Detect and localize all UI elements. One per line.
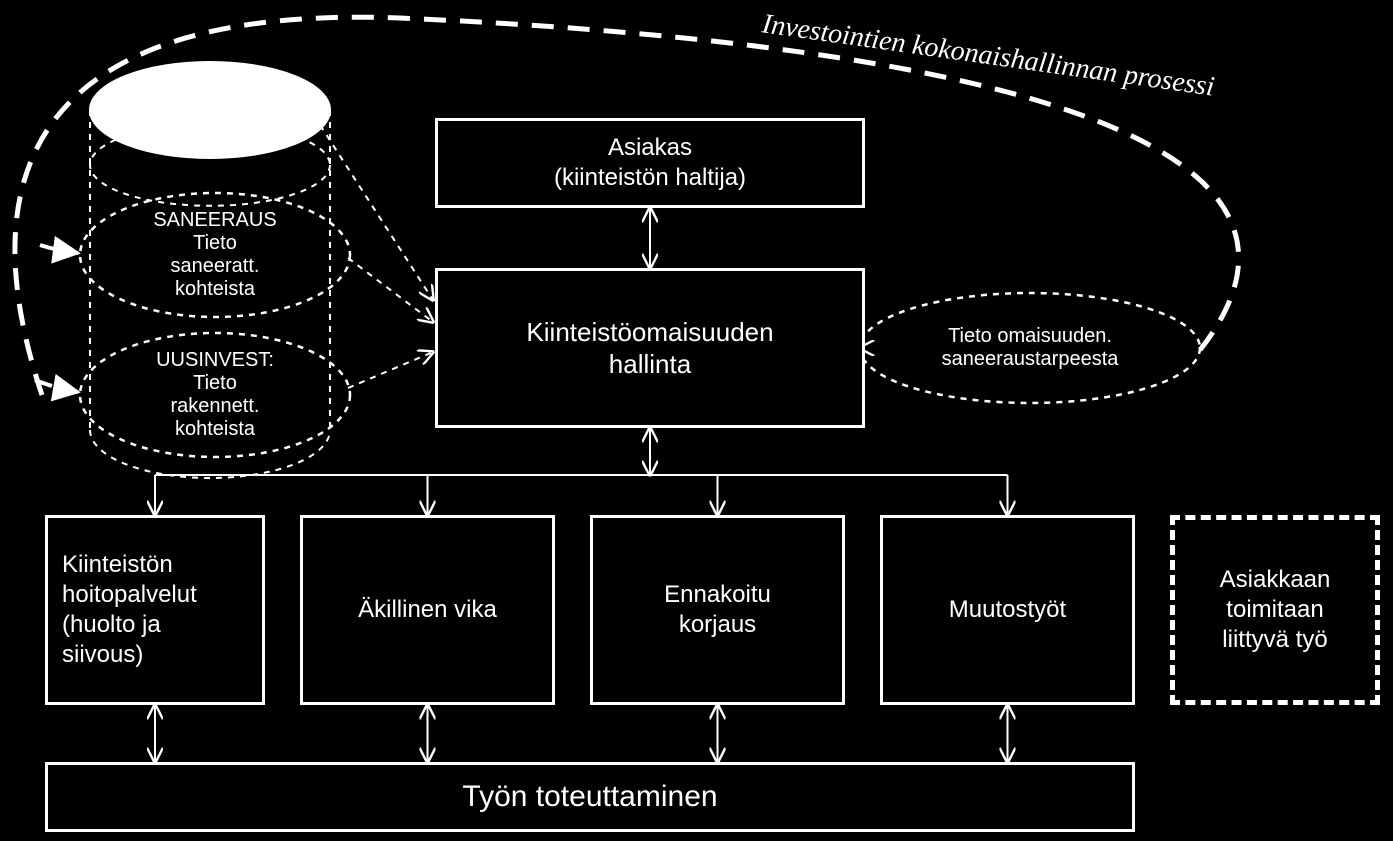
box-asiakas-label: Asiakas (kiinteistön haltija) xyxy=(554,133,746,193)
ellipse-text-uusinvest: UUSINVEST: Tieto rakennett. kohteista xyxy=(80,333,350,457)
box-hallinta: Kiinteistöomaisuuden hallinta xyxy=(435,268,865,428)
box-ennakoitu: Ennakoitu korjaus xyxy=(590,515,845,705)
box-asiakkaan: Asiakkaan toimitaan liittyvä työ xyxy=(1170,515,1380,705)
box-tyon-label: Työn toteuttaminen xyxy=(462,778,717,816)
arc-feed-1 xyxy=(40,245,78,253)
box-hoito: Kiinteistön hoitopalvelut (huolto ja sii… xyxy=(45,515,265,705)
box-muutostyot-label: Muutostyöt xyxy=(949,595,1066,625)
box-hallinta-label: Kiinteistöomaisuuden hallinta xyxy=(526,316,773,381)
box-tyon: Työn toteuttaminen xyxy=(45,762,1135,832)
conn-uusinvest-hallinta xyxy=(348,352,433,388)
box-ennakoitu-label: Ennakoitu korjaus xyxy=(664,580,771,640)
box-akillinen-label: Äkillinen vika xyxy=(358,595,497,625)
box-muutostyot: Muutostyöt xyxy=(880,515,1135,705)
box-asiakas: Asiakas (kiinteistön haltija) xyxy=(435,118,865,208)
box-hoito-label: Kiinteistön hoitopalvelut (huolto ja sii… xyxy=(62,550,197,670)
ellipse-text-tieto_out: Tieto omaisuuden. saneeraustarpeesta xyxy=(860,293,1200,403)
conn-saneeraus-hallinta xyxy=(348,258,433,322)
box-asiakkaan-label: Asiakkaan toimitaan liittyvä työ xyxy=(1220,565,1331,655)
box-akillinen: Äkillinen vika xyxy=(300,515,555,705)
cylinder-top xyxy=(90,62,330,158)
ellipse-text-saneeraus: SANEERAUS Tieto saneeratt. kohteista xyxy=(80,193,350,317)
